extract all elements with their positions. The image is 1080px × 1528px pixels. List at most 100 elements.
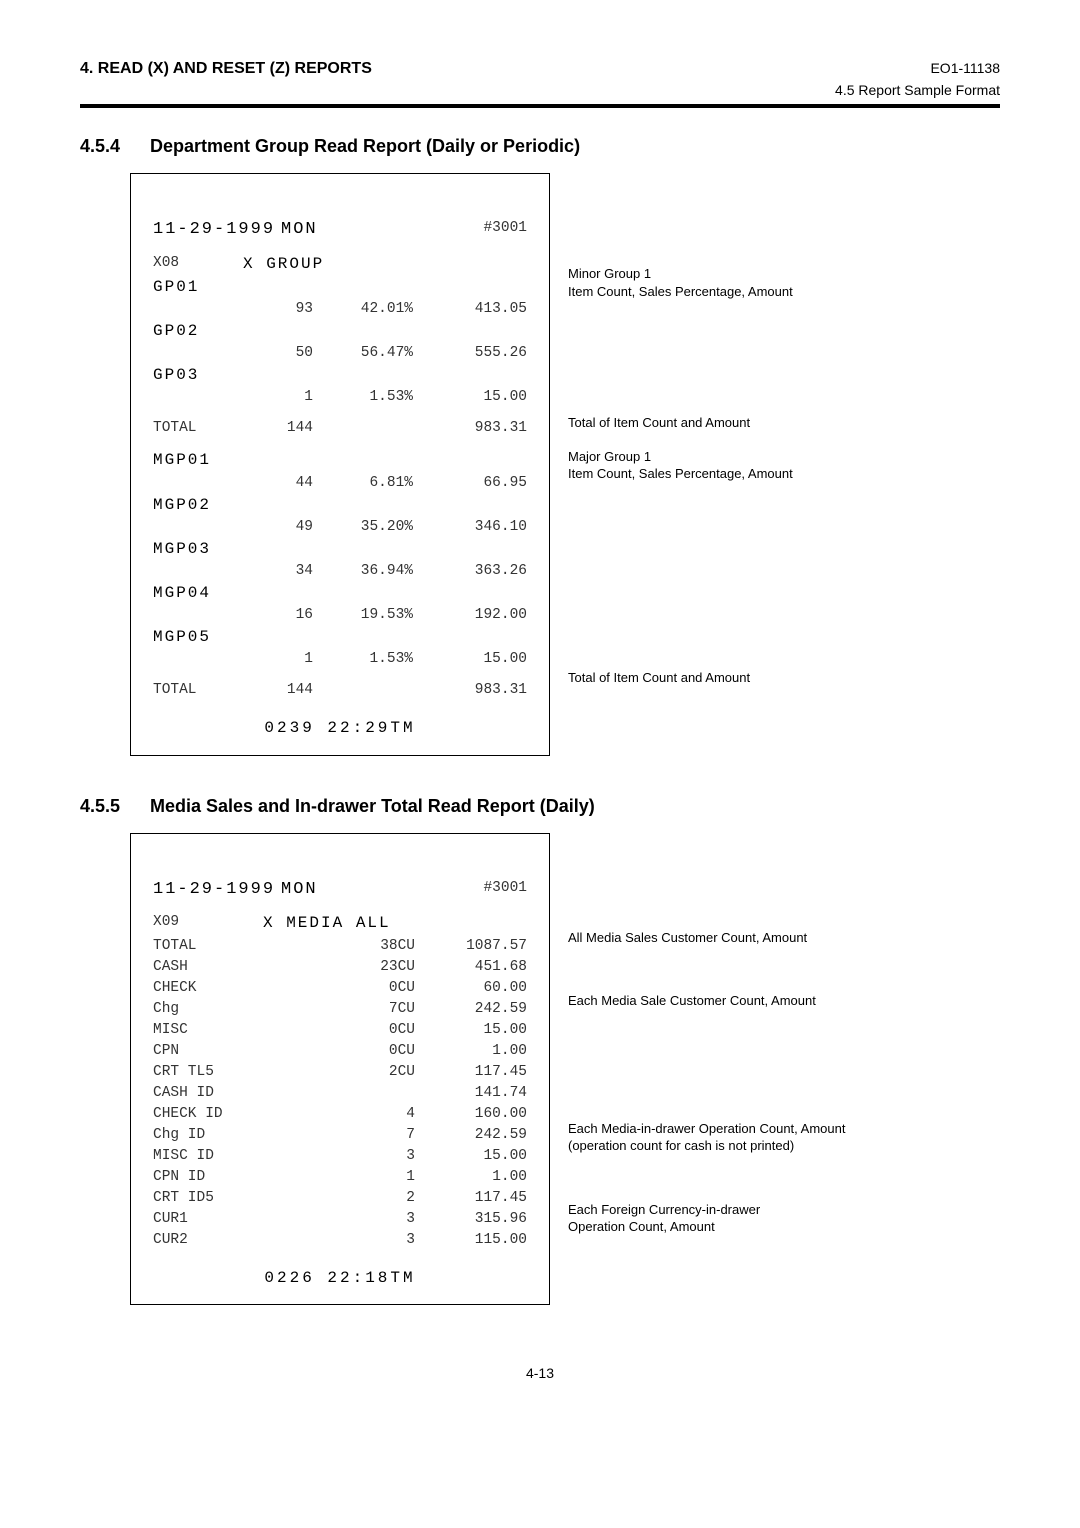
media-count: 2CU <box>263 1062 427 1083</box>
r1-date: 11-29-1999 <box>153 218 275 243</box>
r2-date: 11-29-1999 <box>153 878 275 903</box>
media-amount: 60.00 <box>427 978 527 999</box>
annot-major-2: Item Count, Sales Percentage, Amount <box>568 465 793 483</box>
annot-minor-2: Item Count, Sales Percentage, Amount <box>568 283 793 301</box>
media-label: MISC ID <box>153 1146 263 1167</box>
media-amount: 242.59 <box>427 1125 527 1146</box>
media-label: CASH ID <box>153 1083 263 1104</box>
media-label: CRT ID5 <box>153 1188 263 1209</box>
media-row: CHECK ID4160.00 <box>153 1104 527 1125</box>
r1-dow: MON <box>281 218 318 243</box>
gp-cnt: 1 <box>243 387 313 408</box>
page-header: 4. READ (X) AND RESET (Z) REPORTS EO1-11… <box>80 60 1000 78</box>
gp-name: GP03 <box>153 364 243 387</box>
mgp-pct: 36.94% <box>313 561 413 582</box>
minor-total-cnt: 144 <box>243 418 313 439</box>
media-row: CPN0CU1.00 <box>153 1041 527 1062</box>
mgp-pct: 19.53% <box>313 605 413 626</box>
media-amount: 242.59 <box>427 999 527 1020</box>
annot-drawer-1: Each Media-in-drawer Operation Count, Am… <box>568 1120 845 1138</box>
media-count: 3 <box>263 1146 427 1167</box>
minor-total-amt: 983.31 <box>413 418 527 439</box>
media-amount: 1.00 <box>427 1167 527 1188</box>
mgp-cnt: 16 <box>243 605 313 626</box>
gp-pct: 56.47% <box>313 343 413 364</box>
media-count: 2 <box>263 1188 427 1209</box>
page-number: 4-13 <box>80 1365 1000 1381</box>
section-455-text: Media Sales and In-drawer Total Read Rep… <box>150 796 595 817</box>
section-455-num: 4.5.5 <box>80 796 150 817</box>
gp-name: GP02 <box>153 320 243 343</box>
media-count: 38CU <box>263 936 427 957</box>
section-454-num: 4.5.4 <box>80 136 150 157</box>
r2-id: #3001 <box>483 878 527 903</box>
media-row: Chg ID7242.59 <box>153 1125 527 1146</box>
mgp-cnt: 1 <box>243 649 313 670</box>
gp-amt: 15.00 <box>413 387 527 408</box>
mgp-name: MGP02 <box>153 494 243 517</box>
media-amount: 1087.57 <box>427 936 527 957</box>
media-count: 3 <box>263 1230 427 1251</box>
r1-xcode: X08 <box>153 253 243 276</box>
mgp-name: MGP03 <box>153 538 243 561</box>
header-right-sub: 4.5 Report Sample Format <box>80 82 1000 98</box>
gp-pct: 42.01% <box>313 299 413 320</box>
media-label: CASH <box>153 957 263 978</box>
mgp-name: MGP01 <box>153 449 243 472</box>
media-amount: 15.00 <box>427 1020 527 1041</box>
mgp-amt: 363.26 <box>413 561 527 582</box>
annot-drawer-2: (operation count for cash is not printed… <box>568 1137 845 1155</box>
media-row: CUR23115.00 <box>153 1230 527 1251</box>
r1-id: #3001 <box>483 218 527 243</box>
receipt-455: 11-29-1999 MON #3001 X09 X MEDIA ALL TOT… <box>130 833 550 1305</box>
mgp-cnt: 49 <box>243 517 313 538</box>
gp-name: GP01 <box>153 276 243 299</box>
gp-amt: 413.05 <box>413 299 527 320</box>
media-amount: 160.00 <box>427 1104 527 1125</box>
annot-each-media: Each Media Sale Customer Count, Amount <box>568 992 845 1010</box>
media-row: TOTAL38CU1087.57 <box>153 936 527 957</box>
media-label: CPN <box>153 1041 263 1062</box>
minor-total-label: TOTAL <box>153 418 243 439</box>
header-right-code: EO1-11138 <box>930 60 1000 76</box>
major-total-cnt: 144 <box>243 680 313 701</box>
media-label: MISC <box>153 1020 263 1041</box>
media-count: 3 <box>263 1209 427 1230</box>
receipt-454: 11-29-1999 MON #3001 X08 X GROUP GP01 93… <box>130 173 550 756</box>
receipt-455-wrap: 11-29-1999 MON #3001 X09 X MEDIA ALL TOT… <box>130 833 1000 1305</box>
section-455-title: 4.5.5 Media Sales and In-drawer Total Re… <box>80 796 1000 817</box>
r2-xcode: X09 <box>153 912 263 935</box>
media-label: CRT TL5 <box>153 1062 263 1083</box>
media-label: Chg <box>153 999 263 1020</box>
media-count: 23CU <box>263 957 427 978</box>
annot-major-1: Major Group 1 <box>568 448 793 466</box>
media-count: 0CU <box>263 978 427 999</box>
media-count: 4 <box>263 1104 427 1125</box>
gp-cnt: 93 <box>243 299 313 320</box>
annot-cur-2: Operation Count, Amount <box>568 1218 845 1236</box>
media-count: 0CU <box>263 1041 427 1062</box>
media-count: 7CU <box>263 999 427 1020</box>
r2-xtitle: X MEDIA ALL <box>263 912 391 935</box>
media-row: MISC0CU15.00 <box>153 1020 527 1041</box>
media-count: 1 <box>263 1167 427 1188</box>
receipt-454-wrap: 11-29-1999 MON #3001 X08 X GROUP GP01 93… <box>130 173 1000 756</box>
media-amount: 15.00 <box>427 1146 527 1167</box>
media-row: CASH23CU451.68 <box>153 957 527 978</box>
annot-minor-1: Minor Group 1 <box>568 265 793 283</box>
media-label: Chg ID <box>153 1125 263 1146</box>
r1-xtitle: X GROUP <box>243 253 324 276</box>
media-row: CRT TL52CU117.45 <box>153 1062 527 1083</box>
media-amount: 117.45 <box>427 1188 527 1209</box>
section-454-title: 4.5.4 Department Group Read Report (Dail… <box>80 136 1000 157</box>
media-amount: 1.00 <box>427 1041 527 1062</box>
media-label: CPN ID <box>153 1167 263 1188</box>
media-row: Chg7CU242.59 <box>153 999 527 1020</box>
media-amount: 117.45 <box>427 1062 527 1083</box>
media-row: CUR13315.96 <box>153 1209 527 1230</box>
media-count <box>263 1083 427 1104</box>
mgp-amt: 66.95 <box>413 473 527 494</box>
mgp-amt: 346.10 <box>413 517 527 538</box>
mgp-amt: 192.00 <box>413 605 527 626</box>
mgp-pct: 6.81% <box>313 473 413 494</box>
